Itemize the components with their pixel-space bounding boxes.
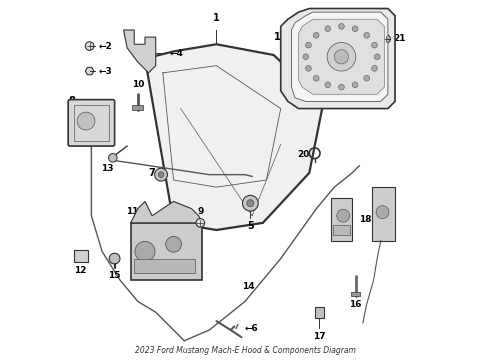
Circle shape [382,35,391,43]
Polygon shape [123,30,156,73]
Text: 13: 13 [101,164,114,173]
Text: ←2: ←2 [98,41,112,50]
Circle shape [371,66,377,71]
Circle shape [303,54,309,60]
Circle shape [243,195,258,211]
Polygon shape [298,19,384,94]
Circle shape [334,50,348,64]
Circle shape [327,42,356,71]
Circle shape [306,42,311,48]
Circle shape [306,66,311,71]
Bar [315,307,323,318]
Text: 16: 16 [349,300,362,309]
Circle shape [313,75,319,81]
Polygon shape [85,67,94,75]
Bar [333,225,350,235]
Text: 10: 10 [132,80,144,89]
Circle shape [109,154,117,162]
Text: 20: 20 [297,150,309,159]
Circle shape [109,253,120,264]
Circle shape [374,54,380,60]
Text: 18: 18 [359,215,372,224]
Circle shape [155,168,168,181]
Text: 5: 5 [247,221,254,231]
Text: 19: 19 [274,32,288,42]
Circle shape [352,26,358,32]
Text: 14: 14 [242,282,255,291]
Polygon shape [292,12,388,102]
Circle shape [77,112,95,130]
Text: 9: 9 [197,207,203,216]
Text: 17: 17 [313,332,325,341]
Bar [74,249,88,262]
Text: ←3: ←3 [98,67,112,76]
Polygon shape [145,44,323,230]
Polygon shape [131,202,202,223]
Circle shape [339,84,344,90]
Circle shape [364,75,369,81]
Circle shape [135,242,155,261]
Text: 2023 Ford Mustang Mach-E Hood & Components Diagram: 2023 Ford Mustang Mach-E Hood & Componen… [135,346,355,355]
Polygon shape [281,9,395,109]
Circle shape [352,82,358,88]
Circle shape [313,32,319,38]
Circle shape [85,42,94,50]
FancyBboxPatch shape [68,100,115,146]
Text: 15: 15 [108,271,121,280]
Bar [132,105,143,111]
Text: 8: 8 [68,96,75,107]
Text: 21: 21 [393,35,406,44]
Bar [74,105,109,141]
Circle shape [364,32,369,38]
Circle shape [325,26,331,32]
Text: 7: 7 [148,168,155,178]
Circle shape [339,23,344,29]
Polygon shape [131,223,202,280]
Text: 11: 11 [126,207,139,216]
Circle shape [337,209,350,222]
Text: ←6: ←6 [245,324,259,333]
Text: ←4: ←4 [170,49,184,58]
Bar [134,258,195,273]
Circle shape [325,82,331,88]
Circle shape [166,237,181,252]
Polygon shape [372,187,395,241]
Circle shape [196,219,205,227]
Bar [351,292,360,296]
Circle shape [371,42,377,48]
Circle shape [247,200,254,207]
Polygon shape [331,198,352,241]
Circle shape [376,206,389,219]
Text: 12: 12 [74,266,87,275]
Circle shape [158,172,164,177]
Text: 1: 1 [213,13,220,23]
